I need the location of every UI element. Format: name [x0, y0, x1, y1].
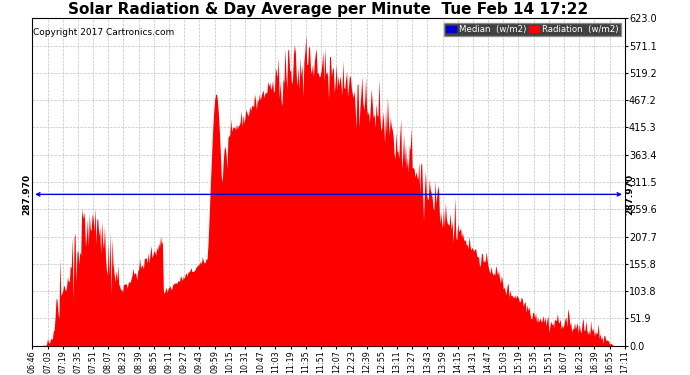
Title: Solar Radiation & Day Average per Minute  Tue Feb 14 17:22: Solar Radiation & Day Average per Minute… — [68, 2, 589, 17]
Legend: Median  (w/m2), Radiation  (w/m2): Median (w/m2), Radiation (w/m2) — [444, 22, 620, 36]
Text: Copyright 2017 Cartronics.com: Copyright 2017 Cartronics.com — [33, 28, 174, 37]
Text: 287.970: 287.970 — [625, 174, 634, 215]
Text: 287.970: 287.970 — [23, 174, 32, 215]
